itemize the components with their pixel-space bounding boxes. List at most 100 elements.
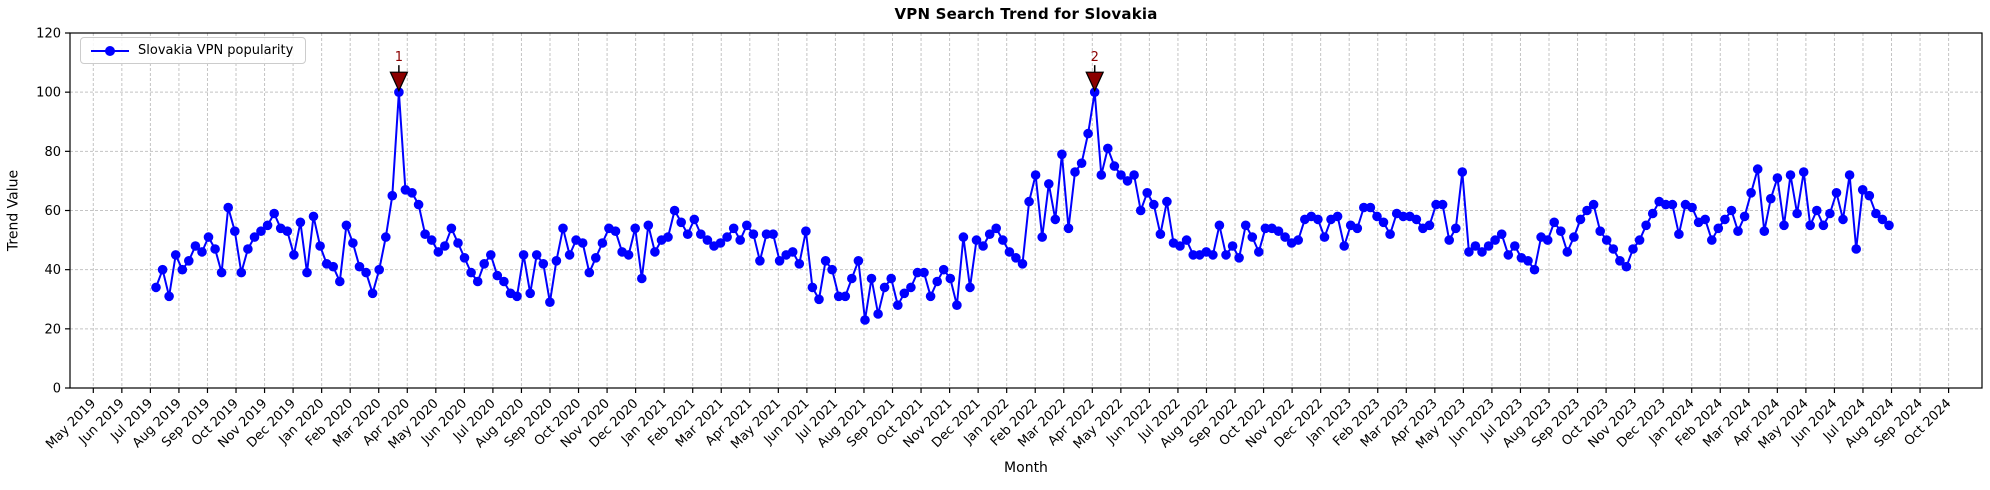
data-point [1798,167,1809,177]
data-point [164,291,174,302]
data-point [833,291,844,302]
data-point [1024,196,1034,207]
data-point [1647,208,1658,219]
data-point [446,223,457,234]
data-point [637,273,647,284]
data-point [1293,235,1303,245]
data-point [1398,211,1408,222]
data-point [1017,259,1028,269]
data-point [991,223,1001,234]
data-point [814,294,824,305]
data-point [630,223,640,234]
data-point [230,226,240,236]
annotation-1: 1 [389,50,409,93]
data-point [1122,176,1133,186]
legend-line-marker-icon [91,45,129,56]
data-point [1116,170,1126,180]
data-point [1030,170,1041,180]
data-point [1851,244,1861,254]
data-point [157,264,168,275]
data-point [1359,202,1369,213]
data-point [860,315,870,325]
data-point [1831,188,1842,198]
data-point [1529,264,1540,275]
data-point [1523,255,1533,266]
data-point [1884,220,1894,231]
data-point [335,276,345,287]
data-point [1037,232,1047,242]
data-point [1857,185,1868,195]
data-point [1083,128,1093,139]
y-tick-label: 40 [44,263,61,278]
data-point [945,273,956,284]
data-point [1779,220,1789,231]
data-point [1319,232,1330,242]
data-point [984,229,995,239]
data-point [1746,188,1756,198]
data-point [1674,229,1684,239]
y-axis-label: Trend Value [5,169,22,252]
data-point [1601,235,1612,245]
data-point [315,241,325,251]
data-point [249,232,260,242]
data-point [1752,164,1763,174]
data-point [952,300,962,311]
data-point [1707,235,1717,245]
data-point [1103,143,1113,154]
data-point [210,244,220,254]
data-point [1437,199,1448,210]
data-point [256,226,266,236]
down-triangle-icon [1085,71,1105,93]
data-point [492,270,503,281]
data-point [1812,205,1822,216]
data-point [689,214,700,225]
data-point [1805,220,1815,231]
data-point [1096,170,1107,180]
data-point [1273,226,1284,236]
data-point [216,267,227,278]
down-triangle-icon [389,71,409,93]
data-point [643,220,654,231]
data-point [919,267,929,278]
legend: Slovakia VPN popularity [80,37,307,64]
data-point [1444,235,1454,245]
data-point [545,297,555,308]
data-point [1149,199,1159,210]
data-point [1588,199,1599,210]
data-point [1569,232,1579,242]
data-point [1477,247,1487,257]
data-point [1424,220,1435,231]
data-point [702,235,713,245]
data-point [820,255,831,266]
data-point [774,255,785,266]
data-point [801,226,811,236]
data-point [295,217,306,228]
data-point [1556,226,1566,236]
data-point [1313,214,1323,225]
data-point [787,247,798,257]
data-point [1208,250,1218,260]
data-point [170,250,181,260]
data-point [1825,208,1835,219]
data-point [899,288,910,299]
data-point [1339,241,1349,251]
data-point [873,309,883,319]
y-tick-label: 0 [53,382,61,397]
data-point [1240,220,1251,231]
data-point [479,259,490,269]
data-point [1661,199,1671,210]
x-axis-label: Month [1004,460,1048,476]
data-point [341,220,352,231]
data-point [426,235,437,245]
data-point [1595,226,1605,236]
data-point [1234,252,1244,263]
data-point [1713,223,1724,234]
data-point [1496,229,1507,239]
data-point [1129,170,1139,180]
data-point [1254,247,1264,257]
data-point [177,264,188,275]
data-point [1063,223,1074,234]
data-point [1641,220,1651,231]
data-point [374,264,385,275]
